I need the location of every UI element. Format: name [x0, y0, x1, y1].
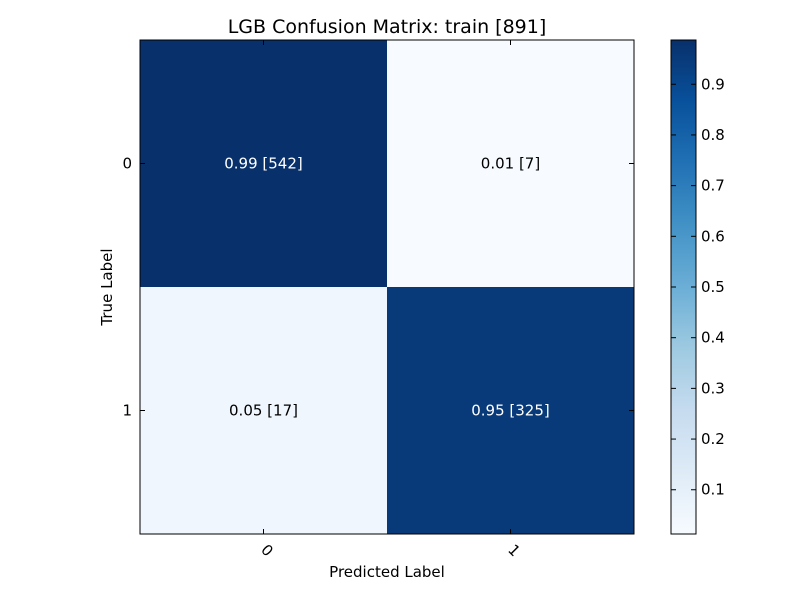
colorbar-tick-label: 0.4	[701, 329, 725, 347]
y-tick-label: 0	[122, 155, 132, 173]
cell-label-0-1: 0.01 [7]	[481, 155, 540, 173]
colorbar-tick-label: 0.6	[701, 227, 725, 245]
colorbar-tick-label: 0.2	[701, 430, 725, 448]
y-axis-label: True Label	[98, 248, 116, 326]
colorbar-tick-label: 0.5	[701, 278, 725, 296]
colorbar-tick-label: 0.7	[701, 177, 725, 195]
heatmap-cell-1-1	[387, 287, 634, 534]
chart-title: LGB Confusion Matrix: train [891]	[228, 16, 547, 38]
heatmap-cells	[140, 40, 634, 534]
colorbar-tick-label: 0.3	[701, 379, 725, 397]
heatmap-cell-0-1	[387, 40, 634, 287]
colorbar-tick-label: 0.1	[701, 481, 725, 499]
heatmap-cell-1-0	[140, 287, 387, 534]
cell-label-1-0: 0.05 [17]	[229, 402, 298, 420]
x-tick-label: 0	[257, 541, 276, 560]
cell-label-0-0: 0.99 [542]	[224, 155, 303, 173]
plot-frame	[139, 39, 635, 535]
colorbar: 0.1 0.2 0.3 0.4 0.5 0.6 0.7 0.8 0.9	[670, 39, 725, 535]
colorbar-ticks: 0.1 0.2 0.3 0.4 0.5 0.6 0.7 0.8 0.9	[671, 75, 725, 499]
y-tick-label: 1	[122, 402, 132, 420]
cell-label-1-1: 0.95 [325]	[471, 402, 550, 420]
x-axis-label: Predicted Label	[329, 563, 445, 581]
x-tick-label: 1	[504, 541, 523, 560]
heatmap-cell-labels: 0.99 [542] 0.01 [7] 0.05 [17] 0.95 [325]	[224, 155, 550, 420]
colorbar-tick-label: 0.9	[701, 75, 725, 93]
heatmap-cell-0-0	[140, 40, 387, 287]
colorbar-tick-label: 0.8	[701, 126, 725, 144]
